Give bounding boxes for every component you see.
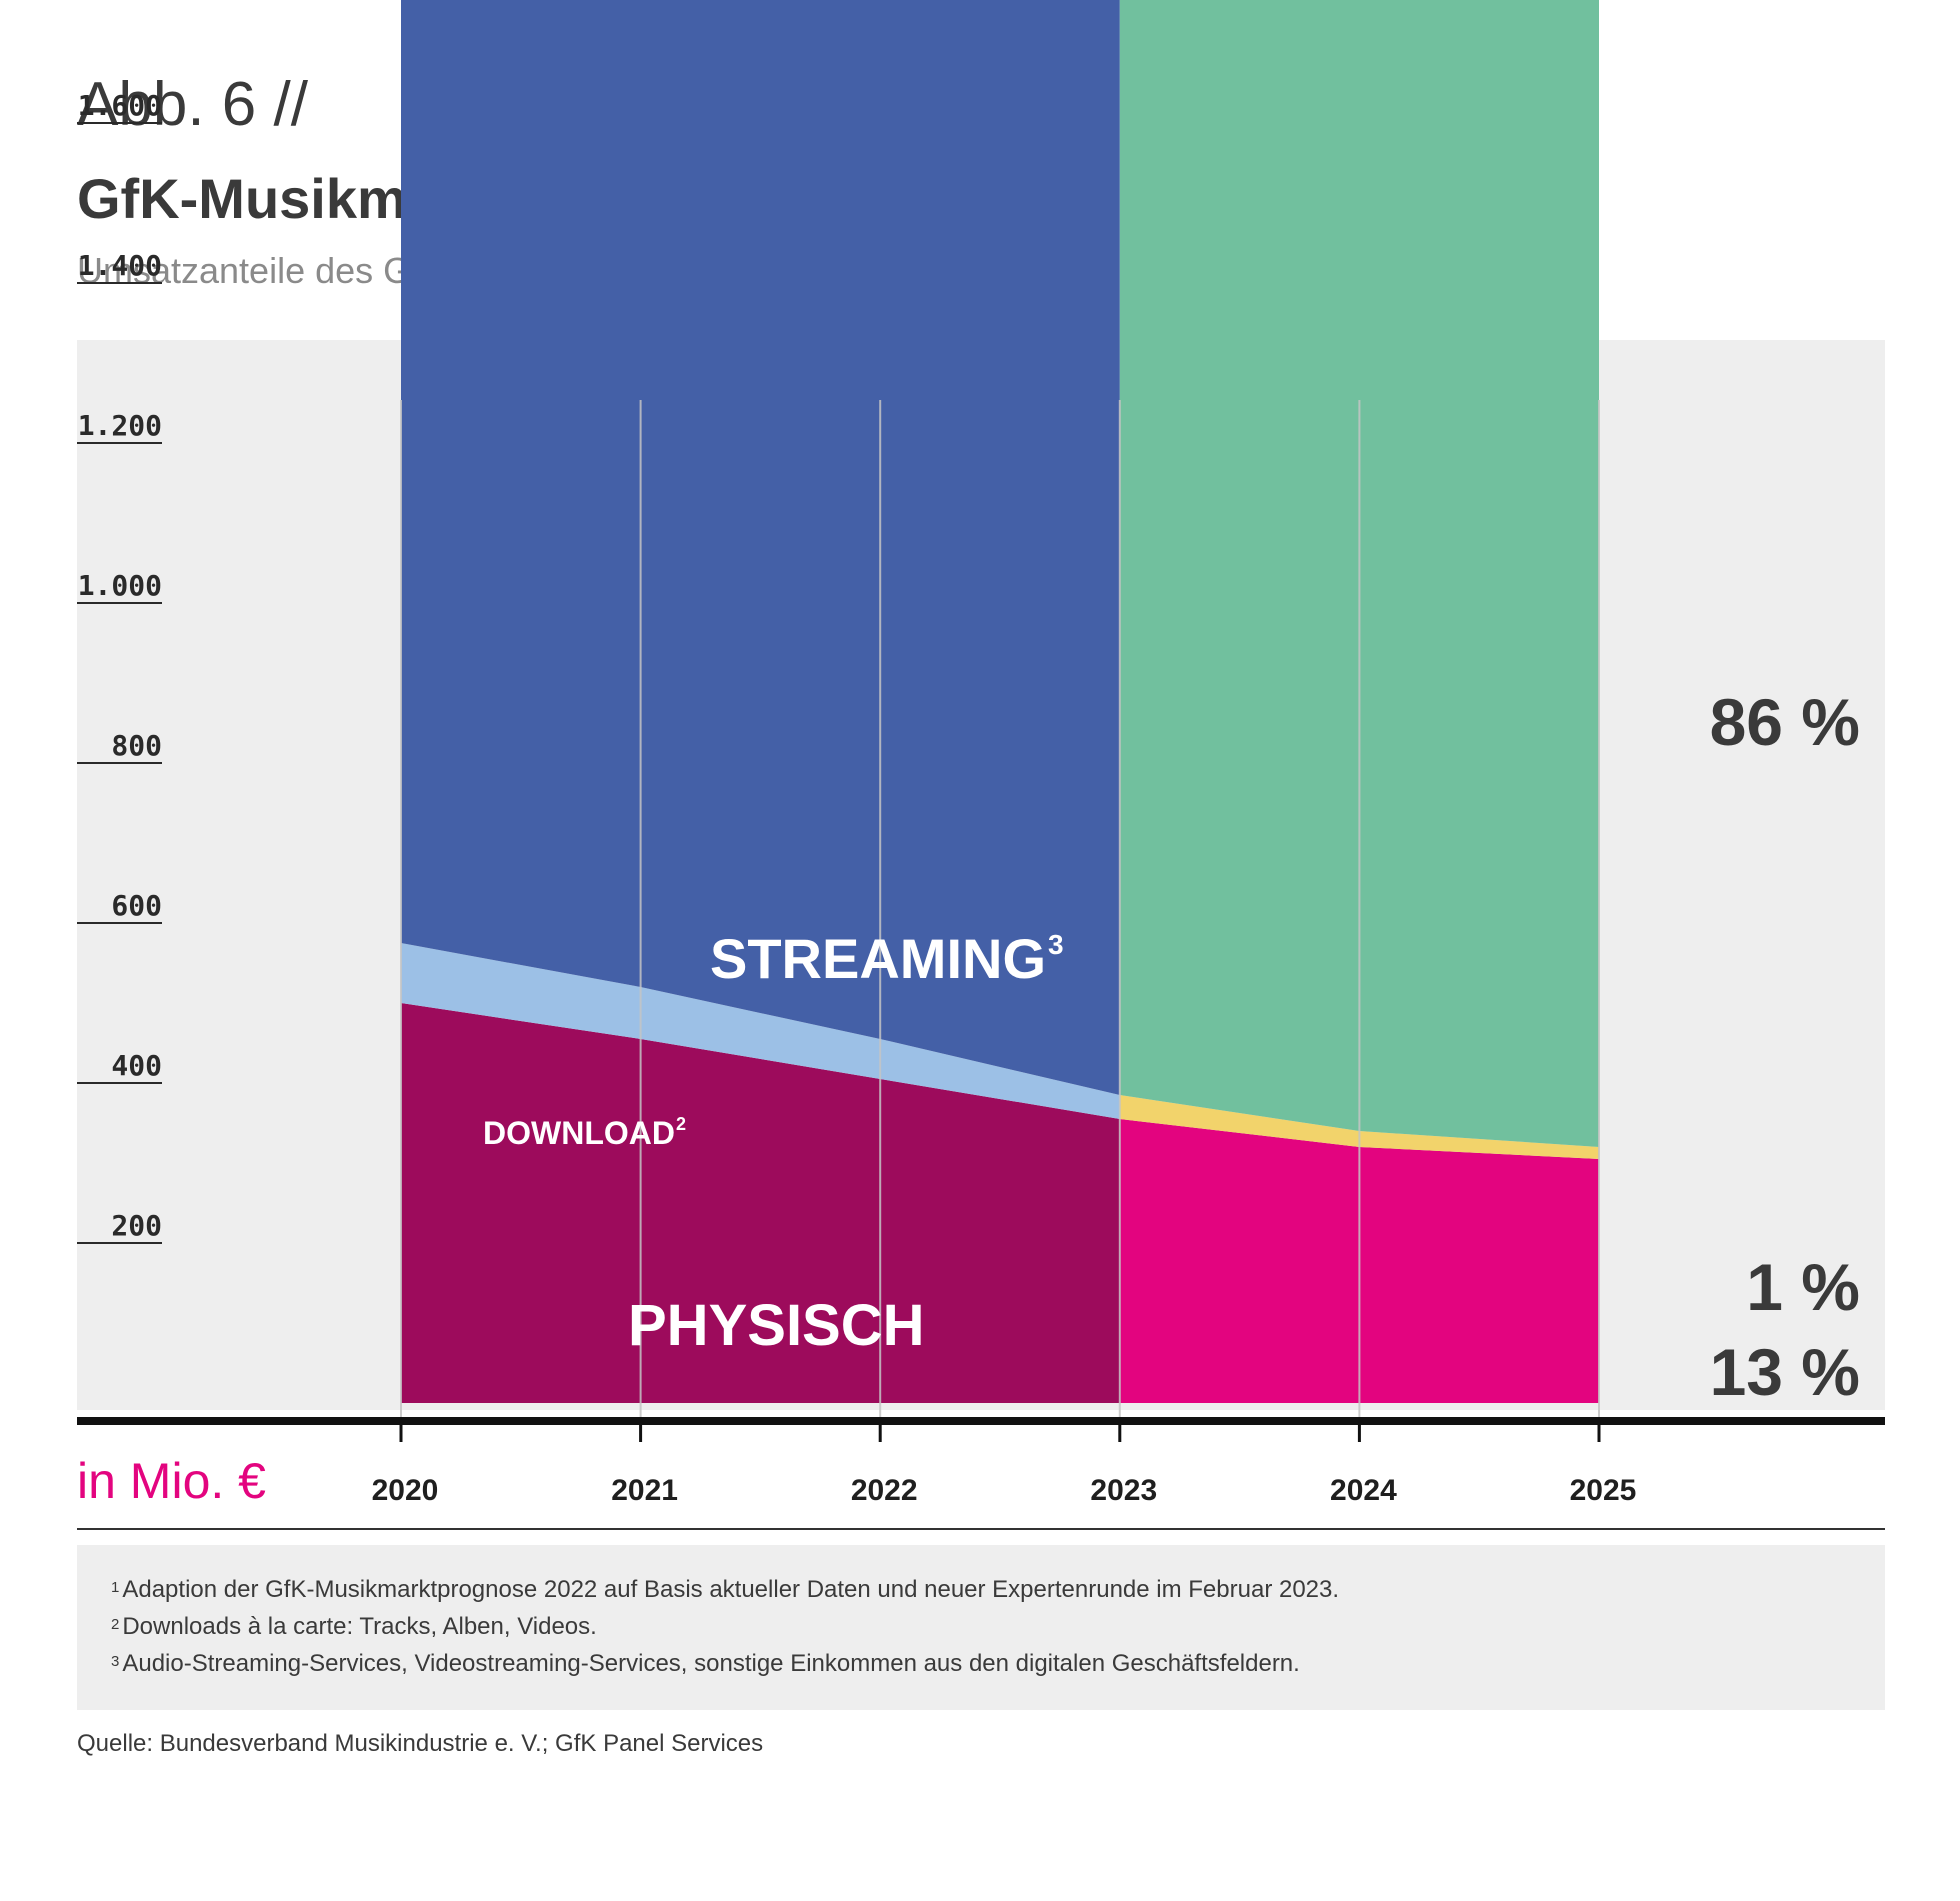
x-grid-lines — [399, 400, 1601, 1442]
series-label-download: DOWNLOAD2 — [483, 1114, 686, 1151]
share-label-download: 1 % — [1746, 1250, 1860, 1324]
y-tick-label-1200: 1.200 — [78, 409, 162, 442]
series-label-streaming-sup: 3 — [1048, 929, 1064, 960]
y-tick-label-1000: 1.000 — [78, 569, 162, 602]
source-note: Quelle: Bundesverband Musikindustrie e. … — [77, 1730, 764, 1757]
x-tick-label-2021: 2021 — [611, 1474, 678, 1507]
x-tick-label-2025: 2025 — [1570, 1474, 1637, 1507]
x-tick-label-2022: 2022 — [851, 1474, 918, 1507]
series-label-physisch: PHYSISCH — [628, 1293, 925, 1358]
series-label-download-sup: 2 — [676, 1114, 686, 1134]
stacked-areas — [401, 0, 1599, 1403]
footnotes-box: 1 Adaption der GfK-Musikmarktprognose 202… — [77, 1545, 1885, 1710]
footnote-3-num: 3 — [111, 1653, 120, 1670]
footer-divider — [77, 1528, 1885, 1530]
y-tick-label-800: 800 — [111, 729, 162, 762]
series-label-download-text: DOWNLOAD — [483, 1115, 675, 1151]
share-label-streaming: 86 % — [1710, 685, 1860, 759]
footnote-2: 2 Downloads à la carte: Tracks, Alben, Vi… — [111, 1608, 1885, 1645]
x-tick-label-2023: 2023 — [1090, 1474, 1157, 1507]
footnote-3-text: Audio-Streaming-Services, Videostreaming… — [122, 1650, 1300, 1677]
footnote-1-text: Adaption der GfK-Musikmarktprognose 2022… — [122, 1576, 1340, 1603]
area-download-forecast — [1119, 1095, 1599, 1159]
area-download-historic — [401, 943, 1120, 1119]
footnote-2-text: Downloads à la carte: Tracks, Alben, Vid… — [122, 1613, 597, 1640]
y-tick-label-1600: 1.600 — [78, 89, 162, 122]
footnote-1-num: 1 — [111, 1579, 120, 1596]
y-tick-label-1400: 1.400 — [78, 249, 162, 282]
x-axis-baseline — [77, 1417, 1885, 1425]
share-label-physisch: 13 % — [1710, 1335, 1860, 1409]
series-label-streaming: STREAMING3 — [710, 927, 1064, 990]
y-tick-label-400: 400 — [111, 1049, 162, 1082]
x-tick-label-2020: 2020 — [372, 1474, 439, 1507]
x-tick-label-2024: 2024 — [1330, 1474, 1397, 1507]
y-tick-label-200: 200 — [111, 1209, 162, 1242]
footnote-2-num: 2 — [111, 1616, 120, 1633]
unit-label: in Mio. € — [77, 1453, 266, 1509]
figure-label: Abb. 6 // — [77, 70, 309, 139]
y-axis: 2004006008001.0001.2001.4001.6001.8002.0… — [77, 89, 162, 1244]
footnote-1: 1 Adaption der GfK-Musikmarktprognose 202… — [111, 1571, 1885, 1608]
area-streaming-historic — [401, 0, 1120, 1095]
footnote-3: 3 Audio-Streaming-Services, Videostreamin… — [111, 1645, 1885, 1682]
y-tick-label-600: 600 — [111, 889, 162, 922]
x-axis: 2020 2021 2022 2023 2024 2025 — [372, 1474, 1637, 1507]
series-label-streaming-text: STREAMING — [710, 927, 1046, 990]
area-physisch-historic — [401, 1003, 1120, 1403]
